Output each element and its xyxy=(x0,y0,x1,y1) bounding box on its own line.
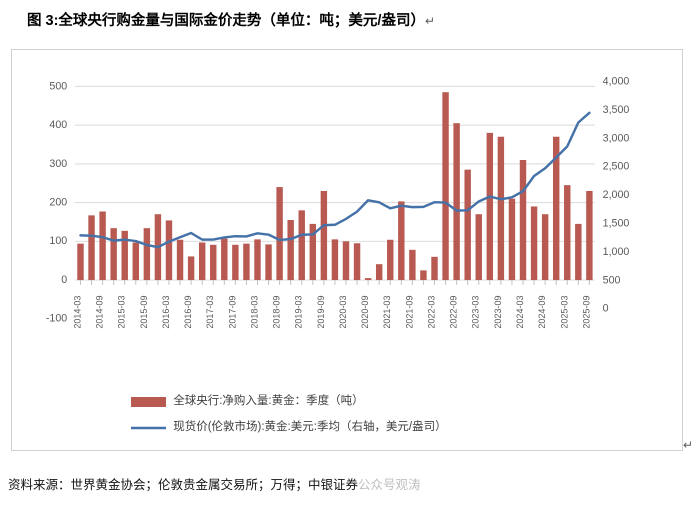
svg-text:2019-09: 2019-09 xyxy=(316,296,326,329)
svg-text:500: 500 xyxy=(603,274,621,286)
svg-text:200: 200 xyxy=(49,196,67,208)
svg-text:2022-09: 2022-09 xyxy=(449,296,459,329)
svg-text:100: 100 xyxy=(49,235,67,247)
svg-text:2017-09: 2017-09 xyxy=(227,296,237,329)
svg-text:1,000: 1,000 xyxy=(603,246,630,258)
svg-text:2023-03: 2023-03 xyxy=(471,296,481,329)
svg-text:2021-09: 2021-09 xyxy=(404,296,414,329)
svg-text:0: 0 xyxy=(603,303,609,315)
svg-text:400: 400 xyxy=(49,119,67,131)
svg-text:2016-03: 2016-03 xyxy=(161,296,171,329)
svg-text:-100: -100 xyxy=(46,313,67,325)
svg-text:2022-03: 2022-03 xyxy=(426,296,436,329)
svg-text:2,500: 2,500 xyxy=(603,161,630,173)
svg-text:2014-03: 2014-03 xyxy=(72,296,82,329)
svg-text:0: 0 xyxy=(61,274,67,286)
svg-text:3,500: 3,500 xyxy=(603,104,630,116)
svg-text:2014-09: 2014-09 xyxy=(95,296,105,329)
svg-text:2019-03: 2019-03 xyxy=(294,296,304,329)
svg-text:3,000: 3,000 xyxy=(603,132,630,144)
svg-text:2021-03: 2021-03 xyxy=(382,296,392,329)
svg-text:2024-03: 2024-03 xyxy=(515,296,525,329)
svg-text:2018-03: 2018-03 xyxy=(249,296,259,329)
svg-text:2025-09: 2025-09 xyxy=(581,296,591,329)
svg-text:4,000: 4,000 xyxy=(603,75,630,87)
svg-text:2017-03: 2017-03 xyxy=(205,296,215,329)
svg-text:2,000: 2,000 xyxy=(603,189,630,201)
svg-text:2016-09: 2016-09 xyxy=(183,296,193,329)
svg-text:300: 300 xyxy=(49,158,67,170)
svg-text:2020-09: 2020-09 xyxy=(360,296,370,329)
svg-text:2015-09: 2015-09 xyxy=(139,296,149,329)
svg-text:2024-09: 2024-09 xyxy=(537,296,547,329)
svg-text:500: 500 xyxy=(49,80,67,92)
svg-text:2020-03: 2020-03 xyxy=(338,296,348,329)
svg-text:2023-09: 2023-09 xyxy=(493,296,503,329)
svg-text:2015-03: 2015-03 xyxy=(117,296,127,329)
svg-text:2018-09: 2018-09 xyxy=(272,296,282,329)
svg-text:2025-03: 2025-03 xyxy=(559,296,569,329)
svg-text:1,500: 1,500 xyxy=(603,218,630,230)
